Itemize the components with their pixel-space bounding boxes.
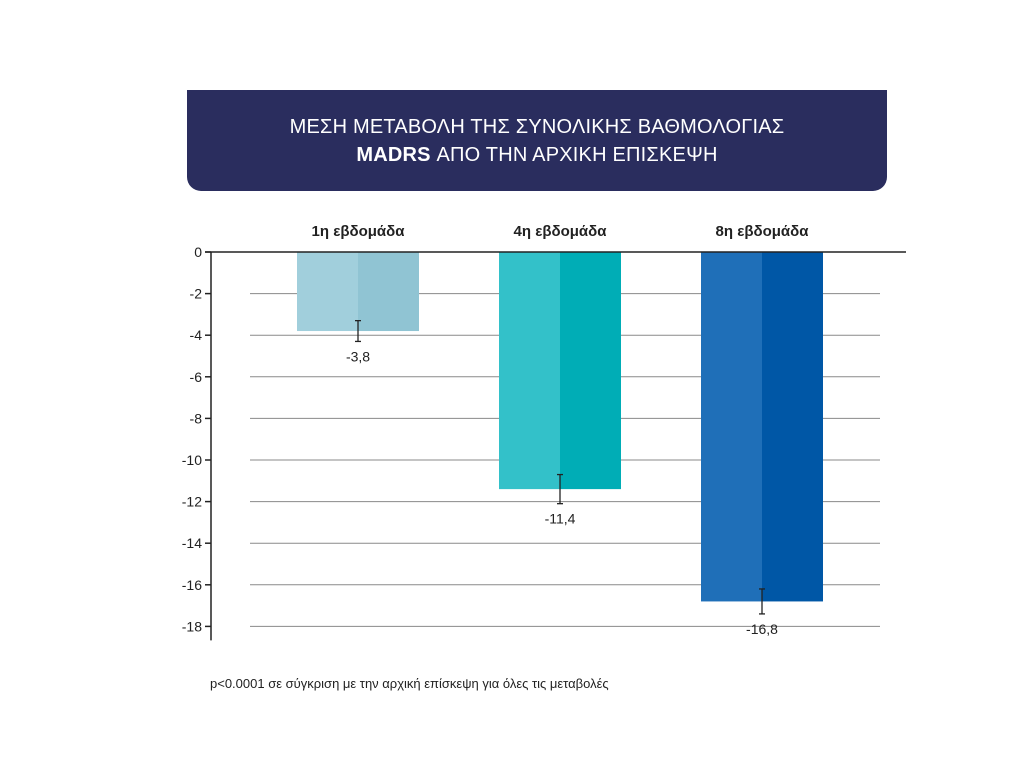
y-tick-label: -16	[182, 577, 202, 593]
chart-title-madrs: MADRS	[356, 143, 431, 166]
y-tick-label: 0	[194, 244, 202, 260]
category-label: 1η εβδομάδα	[312, 223, 406, 240]
bar-right-half	[358, 252, 419, 332]
chart-title-rest: ΑΠΟ ΤΗΝ ΑΡΧΙΚΗ ΕΠΙΣΚΕΨΗ	[430, 143, 718, 166]
y-tick-label: -12	[182, 494, 202, 510]
y-tick-label: -4	[190, 327, 203, 343]
data-label: -11,4	[545, 511, 576, 527]
bar-left-half	[297, 252, 358, 332]
chart-title-banner: ΜΕΣΗ ΜΕΤΑΒΟΛΗ ΤΗΣ ΣΥΝΟΛΙΚΗΣ ΒΑΘΜΟΛΟΓΙΑΣ …	[187, 90, 887, 191]
y-tick-label: -18	[182, 618, 202, 634]
data-label: -3,8	[346, 348, 370, 364]
chart-title-line2: MADRS ΑΠΟ ΤΗΝ ΑΡΧΙΚΗ ΕΠΙΣΚΕΨΗ	[356, 141, 717, 169]
y-tick-label: -14	[182, 535, 202, 551]
category-label: 4η εβδομάδα	[514, 223, 608, 240]
category-label: 8η εβδομάδα	[716, 223, 810, 240]
y-tick-label: -8	[190, 410, 203, 426]
footnote: p<0.0001 σε σύγκριση με την αρχική επίσκ…	[210, 676, 609, 691]
y-tick-label: -10	[182, 452, 202, 468]
chart-title-line1: ΜΕΣΗ ΜΕΤΑΒΟΛΗ ΤΗΣ ΣΥΝΟΛΙΚΗΣ ΒΑΘΜΟΛΟΓΙΑΣ	[289, 115, 785, 138]
data-label: -16,8	[746, 621, 778, 637]
bar-left-half	[499, 252, 560, 490]
bar-right-half	[762, 252, 823, 602]
y-tick-label: -6	[190, 369, 203, 385]
bar-right-half	[560, 252, 621, 490]
y-tick-label: -2	[190, 286, 203, 302]
bar-left-half	[701, 252, 762, 602]
